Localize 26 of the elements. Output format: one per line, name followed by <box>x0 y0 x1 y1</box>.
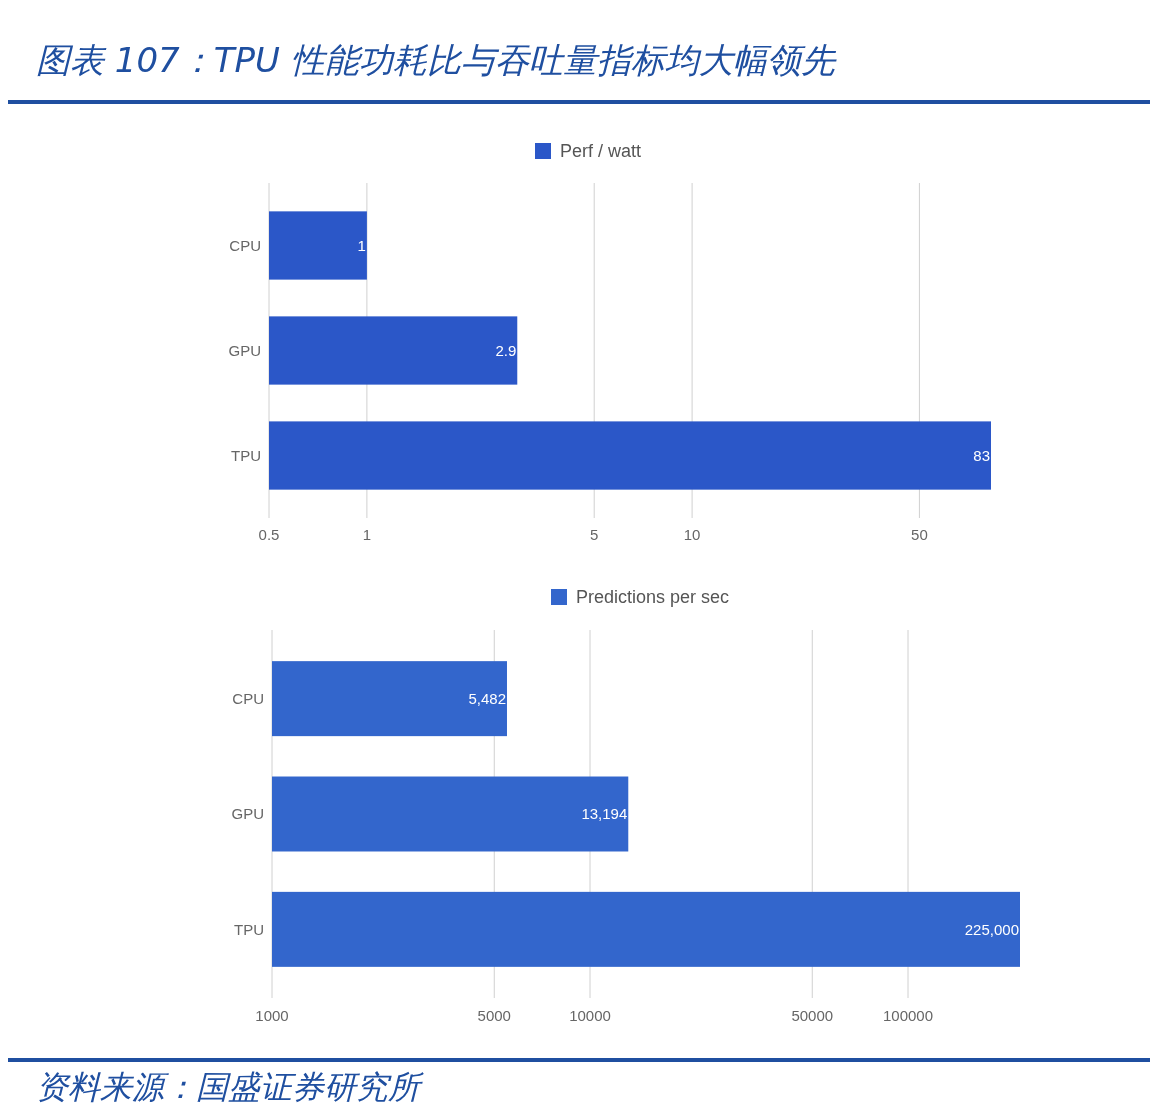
legend-label: Predictions per sec <box>576 587 730 608</box>
y-tick-label: GPU <box>228 341 261 359</box>
x-tick-label: 10000 <box>569 1007 611 1025</box>
x-tick-label: 50 <box>911 526 928 544</box>
x-tick-label: 5 <box>590 526 599 544</box>
x-tick-label: 1000 <box>255 1007 289 1025</box>
y-tick-label: TPU <box>234 920 264 938</box>
text: 225,000 <box>964 920 1019 938</box>
chart-title: 图表 107：TPU 性能功耗比与吞吐量指标均大幅领先 <box>36 40 837 80</box>
y-tick-label: GPU <box>231 805 264 823</box>
text: 13,194 <box>581 805 628 823</box>
x-tick-label: 1 <box>362 526 372 544</box>
x-tick-label: 10 <box>683 526 701 544</box>
x-tick-label: 100000 <box>882 1007 934 1025</box>
y-tick-label: CPU <box>232 689 264 707</box>
y-tick-label: TPU <box>231 446 261 464</box>
text: 5,482 <box>468 689 506 707</box>
x-tick-label: 50000 <box>791 1007 834 1025</box>
data-label: 2.9 <box>495 341 517 359</box>
x-tick-label: 0.5 <box>258 526 280 544</box>
x-tick-label: 5000 <box>477 1007 511 1025</box>
data-label: 1 <box>357 236 366 254</box>
text: 资料来源：国盛证券研究所 <box>36 1068 424 1106</box>
data-label: 83 <box>973 446 990 464</box>
y-tick-label: CPU <box>229 236 261 254</box>
legend-label: Perf / watt <box>560 141 642 162</box>
